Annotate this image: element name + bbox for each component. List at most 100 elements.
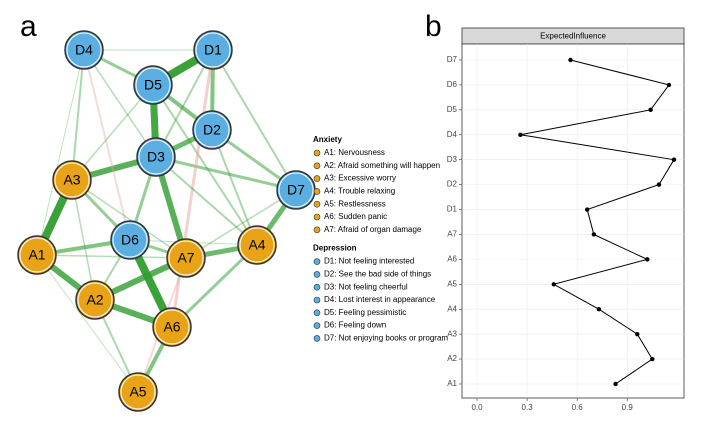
y-tick-label: D7 xyxy=(447,55,458,64)
legend-title: Depression xyxy=(313,244,357,253)
point xyxy=(596,307,602,312)
node-ring xyxy=(135,67,171,103)
y-tick-label: A5 xyxy=(447,279,457,288)
node xyxy=(118,372,158,412)
node xyxy=(52,160,92,200)
y-tick-label: A6 xyxy=(447,254,457,263)
x-tick-label: 0.3 xyxy=(522,403,534,412)
node-label: D2 xyxy=(203,122,221,138)
legend-item: A6: Sudden panic xyxy=(324,212,387,221)
point xyxy=(518,132,523,137)
node-ring xyxy=(54,162,90,198)
panel-label: a xyxy=(20,10,37,43)
legend-swatch xyxy=(313,296,321,304)
legend-swatch xyxy=(313,162,321,170)
legend-item: A1: Nervousness xyxy=(324,148,385,157)
panel xyxy=(461,43,685,399)
point xyxy=(650,356,655,362)
legend-item: D2: See the bad side of things xyxy=(324,270,431,279)
x-tick-label: 0.6 xyxy=(572,403,584,412)
legend-swatch xyxy=(313,283,321,291)
node-label: D6 xyxy=(121,232,139,248)
node-label: A2 xyxy=(86,292,103,308)
edge xyxy=(155,49,214,158)
node-ring xyxy=(194,112,230,148)
legend-item: A7: Afraid of organ damage xyxy=(324,225,422,234)
y-tick-label: D6 xyxy=(447,80,458,89)
node-ring xyxy=(19,237,55,273)
legend-swatch xyxy=(313,309,321,317)
legend-item: D5: Feeling pessimistic xyxy=(324,308,406,317)
edge xyxy=(185,189,297,259)
y-tick-label: D1 xyxy=(447,205,458,214)
node-ring xyxy=(168,240,204,276)
point xyxy=(666,82,672,88)
legend-swatch xyxy=(313,335,321,342)
legend-swatch xyxy=(313,149,321,157)
legend-swatch xyxy=(313,226,321,234)
node-ring xyxy=(77,282,113,318)
node xyxy=(192,110,232,150)
node-ring xyxy=(195,32,231,68)
node xyxy=(166,238,206,278)
edge xyxy=(170,49,215,328)
edge xyxy=(83,49,157,158)
edge xyxy=(71,179,187,259)
edge xyxy=(36,254,187,259)
node-label: A7 xyxy=(177,250,194,266)
edge xyxy=(36,49,85,256)
y-tick-label: A4 xyxy=(447,304,457,313)
legend-item: A3: Excessive worry xyxy=(324,174,396,183)
point xyxy=(648,107,653,113)
y-tick-label: D5 xyxy=(447,105,458,114)
node-label: A3 xyxy=(63,172,80,188)
node-label: D1 xyxy=(204,42,222,58)
node xyxy=(133,65,173,105)
edge xyxy=(71,49,85,181)
node-ring xyxy=(239,227,275,263)
y-tick-label: A3 xyxy=(447,329,457,338)
legend-item: A5: Restlessness xyxy=(324,199,386,208)
edge xyxy=(83,49,131,241)
node xyxy=(64,30,104,70)
node-label: D7 xyxy=(287,182,305,198)
point xyxy=(613,381,618,387)
legend-item: D4: Lost interest in appearance xyxy=(324,295,436,304)
y-tick-label: A7 xyxy=(447,230,457,239)
node-label: D4 xyxy=(75,42,93,58)
node-label: A6 xyxy=(163,319,180,335)
node xyxy=(193,30,233,70)
edge xyxy=(212,49,297,191)
y-tick-label: A1 xyxy=(447,379,457,388)
node-ring xyxy=(278,172,314,208)
node-label: D5 xyxy=(144,77,162,93)
node-ring xyxy=(138,139,174,175)
strip-title: ExpectedInfluence xyxy=(540,32,606,41)
legend-swatch xyxy=(313,175,321,182)
line xyxy=(520,59,675,385)
x-tick-label: 0.0 xyxy=(471,403,483,412)
point xyxy=(591,232,597,237)
node xyxy=(152,307,192,347)
node xyxy=(237,225,277,265)
point xyxy=(671,157,677,162)
edge xyxy=(155,155,297,192)
legend-swatch xyxy=(313,271,321,278)
legend-item: D1: Not feeling interested xyxy=(324,257,414,266)
y-tick-label: D4 xyxy=(447,130,458,139)
edge xyxy=(71,179,96,301)
legend-swatch xyxy=(313,322,321,329)
x-tick-label: 0.9 xyxy=(622,403,634,412)
y-tick-label: A2 xyxy=(447,354,457,363)
legend-swatch xyxy=(313,258,321,265)
node-label: A1 xyxy=(28,247,45,263)
point xyxy=(656,182,662,187)
node-label: A4 xyxy=(248,237,265,253)
node-ring xyxy=(154,309,190,345)
legend-swatch xyxy=(313,200,321,208)
edge xyxy=(155,156,258,246)
node xyxy=(136,137,176,177)
point xyxy=(645,257,650,262)
node-label: D3 xyxy=(147,149,165,165)
